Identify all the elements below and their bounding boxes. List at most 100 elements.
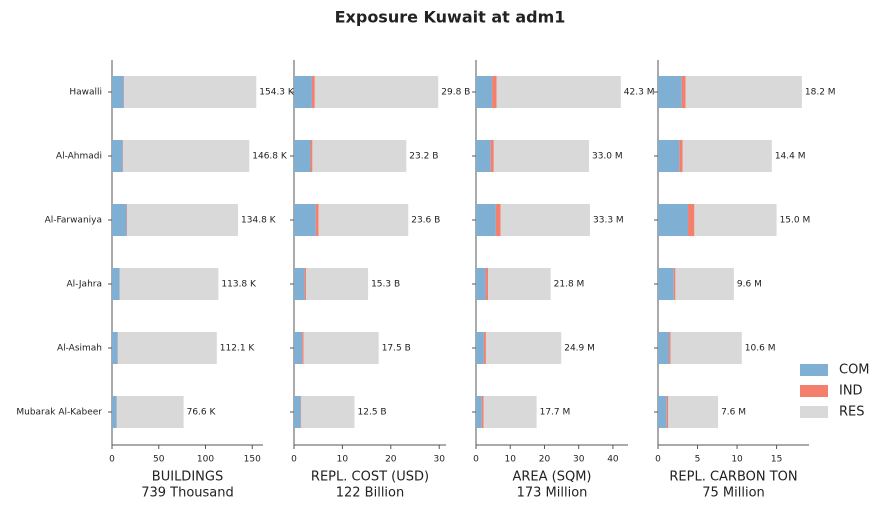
x-tick-label: 20 — [385, 455, 397, 465]
total-label: 14.4 M — [775, 152, 806, 162]
total-label: 134.8 K — [241, 216, 277, 226]
bar-segment — [294, 204, 316, 236]
total-label: 15.0 M — [780, 216, 811, 226]
total-label: 17.7 M — [540, 408, 571, 418]
bar-segment — [496, 76, 621, 108]
x-tick-label: 20 — [539, 455, 551, 465]
total-label: 146.8 K — [252, 152, 288, 162]
bar-segment — [495, 204, 501, 236]
bar-segment — [490, 140, 494, 172]
y-tick-label: Al-Farwaniya — [45, 216, 102, 226]
x-tick-label: 10 — [505, 455, 517, 465]
bar-segment — [658, 268, 674, 300]
bar-segment — [493, 140, 589, 172]
bar-segment — [314, 76, 439, 108]
x-tick-label: 0 — [655, 455, 661, 465]
bar-segment — [658, 332, 670, 364]
legend-label: RES — [839, 405, 865, 420]
bar-segment — [294, 140, 311, 172]
total-label: 112.1 K — [220, 344, 256, 354]
bar-segment — [124, 76, 257, 108]
x-axis-label: AREA (SQM) — [512, 470, 591, 485]
total-label: 7.6 M — [721, 408, 746, 418]
bar-segment — [312, 140, 407, 172]
bar-segment — [304, 268, 307, 300]
x-tick-label: 40 — [607, 455, 619, 465]
bar-segment — [294, 396, 301, 428]
bar-segment — [476, 76, 493, 108]
bar-segment — [666, 396, 669, 428]
bar-segment — [476, 396, 482, 428]
bar-segment — [669, 332, 671, 364]
total-label: 18.2 M — [805, 88, 836, 98]
bar-segment — [694, 204, 777, 236]
bar-segment — [302, 332, 304, 364]
total-label: 21.8 M — [554, 280, 585, 290]
total-label: 154.3 K — [259, 88, 295, 98]
y-tick-label: Al-Asimah — [57, 344, 102, 354]
x-tick-label: 30 — [573, 455, 585, 465]
total-label: 9.6 M — [737, 280, 762, 290]
x-axis-label: BUILDINGS — [152, 470, 223, 485]
bar-segment — [112, 76, 124, 108]
legend-swatch — [800, 406, 828, 418]
x-axis-total: 173 Million — [517, 486, 588, 501]
bar-segment — [123, 140, 250, 172]
bar-segment — [658, 204, 689, 236]
x-tick-label: 0 — [109, 455, 115, 465]
x-tick-label: 50 — [153, 455, 165, 465]
x-tick-label: 100 — [197, 455, 214, 465]
bar-segment — [116, 396, 184, 428]
bar-segment — [492, 76, 497, 108]
bar-segment — [668, 396, 719, 428]
y-tick-label: Al-Jahra — [67, 280, 103, 290]
bar-segment — [658, 76, 682, 108]
bar-segment — [119, 268, 219, 300]
bar-segment — [481, 396, 484, 428]
bar-segment — [294, 332, 303, 364]
bar-segment — [126, 204, 239, 236]
bar-segment — [500, 204, 590, 236]
y-tick-label: Al-Ahmadi — [56, 152, 102, 162]
bar-segment — [294, 268, 305, 300]
bar-segment — [112, 268, 120, 300]
total-label: 29.8 B — [441, 88, 470, 98]
total-label: 23.2 B — [409, 152, 438, 162]
total-label: 15.3 B — [371, 280, 400, 290]
legend-swatch — [800, 364, 828, 376]
bar-segment — [476, 204, 496, 236]
bar-segment — [311, 76, 315, 108]
bar-segment — [117, 332, 217, 364]
bar-segment — [476, 268, 486, 300]
x-tick-label: 15 — [771, 455, 782, 465]
bar-segment — [485, 268, 488, 300]
total-label: 17.5 B — [382, 344, 411, 354]
total-label: 23.6 B — [411, 216, 440, 226]
bar-segment — [675, 268, 734, 300]
bar-segment — [301, 396, 355, 428]
bar-segment — [112, 140, 123, 172]
bar-segment — [487, 268, 551, 300]
bar-segment — [688, 204, 695, 236]
total-label: 33.3 M — [593, 216, 624, 226]
x-axis-total: 739 Thousand — [141, 486, 234, 501]
bar-segment — [483, 332, 486, 364]
x-tick-label: 10 — [731, 455, 743, 465]
total-label: 76.6 K — [187, 408, 217, 418]
total-label: 24.9 M — [564, 344, 595, 354]
bar-segment — [306, 268, 369, 300]
x-axis-label: REPL. COST (USD) — [311, 470, 429, 485]
bar-segment — [476, 140, 491, 172]
y-tick-label: Hawalli — [69, 88, 102, 98]
legend-swatch — [800, 385, 828, 397]
x-axis-label: REPL. CARBON TON — [669, 470, 797, 485]
bar-segment — [483, 396, 537, 428]
bar-segment — [679, 140, 683, 172]
total-label: 42.3 M — [624, 88, 655, 98]
bar-segment — [303, 332, 379, 364]
chart-title: Exposure Kuwait at adm1 — [335, 8, 566, 27]
bar-segment — [658, 140, 680, 172]
legend-label: IND — [839, 384, 863, 399]
x-tick-label: 0 — [473, 455, 479, 465]
